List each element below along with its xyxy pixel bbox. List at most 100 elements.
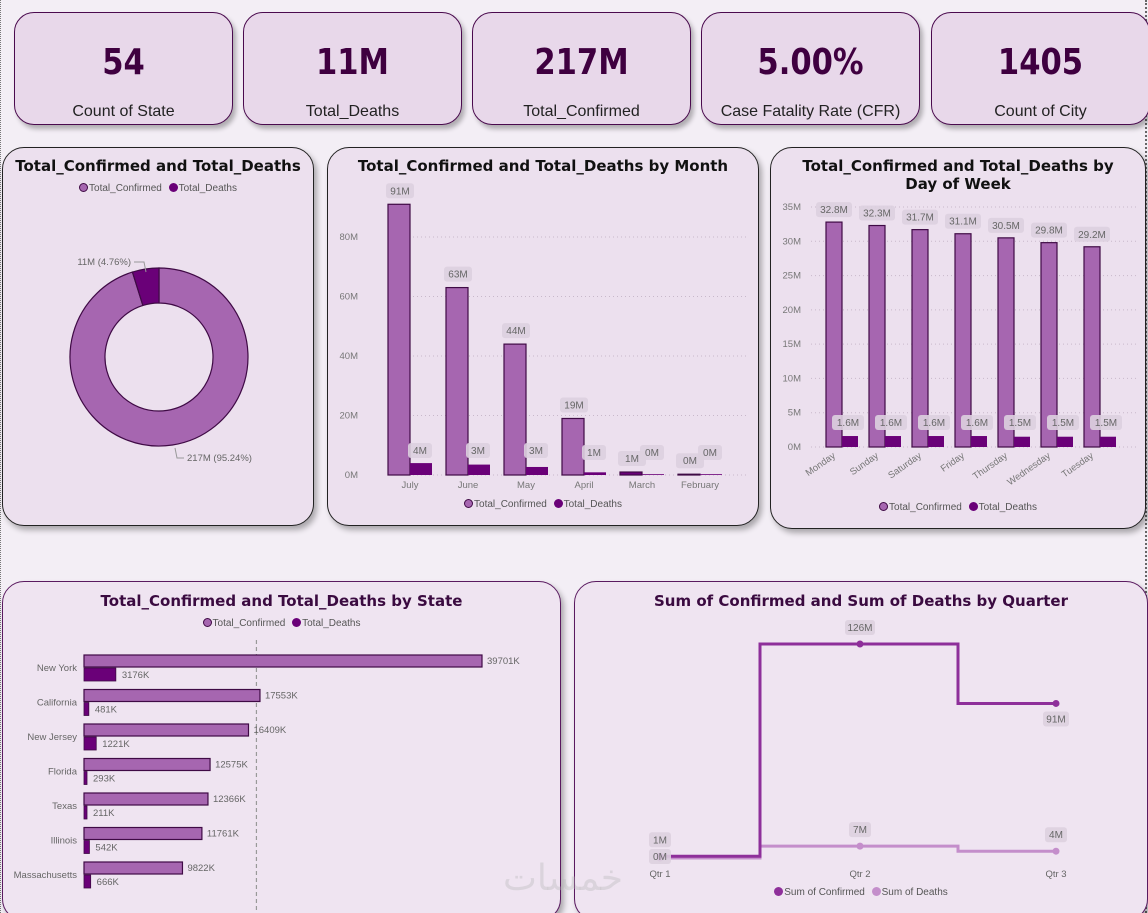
data-label-deaths-bg: [640, 445, 664, 460]
y-category-label: Texas: [52, 801, 77, 812]
data-label-confirmed: 17553K: [265, 691, 298, 702]
bar-deaths: [700, 474, 722, 475]
y-tick-label: 20M: [340, 411, 359, 422]
legend-item-confirmed[interactable]: Total_Confirmed: [879, 502, 962, 513]
x-tick-label: Saturday: [886, 450, 924, 481]
legend-label: Total_Confirmed: [89, 183, 162, 194]
legend-dot-deaths: [968, 502, 978, 511]
bar-confirmed: [83, 861, 184, 875]
y-category-label: New Jersey: [27, 732, 77, 743]
legend-item-deaths[interactable]: Total_Deaths: [168, 183, 237, 194]
data-label-confirmed: 1M: [653, 835, 667, 846]
quarter-chart-panel[interactable]: Sum of Confirmed and Sum of Deaths by Qu…: [574, 581, 1148, 913]
bar-confirmed: [868, 224, 886, 448]
canvas-edge-right: [1145, 0, 1147, 913]
bar-confirmed: [1040, 242, 1058, 448]
bar-confirmed: [83, 688, 261, 703]
month-chart-panel[interactable]: Total_Confirmed and Total_Deaths by Mont…: [327, 147, 759, 526]
legend-label: Sum of Confirmed: [784, 887, 865, 898]
legend-dot-confirmed: [202, 618, 212, 627]
data-label-deaths-bg: [582, 445, 606, 460]
data-label-confirmed: 126M: [847, 623, 872, 634]
state-bar-chart: New York 39701K 3176K California 17553K 481K N…: [14, 640, 520, 912]
y-tick-label: 60M: [340, 292, 359, 303]
data-label-confirmed-bg: [444, 266, 472, 282]
legend-item-confirmed[interactable]: Total_Confirmed: [464, 499, 547, 510]
legend-dot-confirmed: [79, 183, 89, 192]
y-category-label: California: [37, 698, 78, 709]
legend-dot-sum-deaths: [871, 887, 881, 896]
leader-line-deaths: [134, 261, 147, 273]
x-tick-label: Monday: [804, 450, 838, 479]
day-of-week-chart-panel[interactable]: Total_Confirmed and Total_Deaths by Day …: [770, 147, 1146, 529]
kpi-card-count-of-state[interactable]: 54 Count of State: [14, 12, 233, 125]
data-label-deaths-bg: [918, 415, 950, 430]
chart-title: Total_Confirmed and Total_Deaths: [15, 157, 301, 175]
bar-deaths: [928, 436, 944, 447]
y-tick-label: 5M: [788, 408, 801, 419]
data-label-deaths-bg: [1047, 415, 1079, 430]
legend-dot-deaths: [168, 183, 178, 192]
bar-deaths: [842, 436, 858, 447]
legend-item-deaths[interactable]: Total_Deaths: [553, 499, 622, 510]
legend-item-deaths[interactable]: Total_Deaths: [968, 502, 1037, 513]
data-label-deaths: 3176K: [122, 670, 150, 681]
kpi-card-total-confirmed[interactable]: 217M Total_Confirmed: [472, 12, 691, 125]
data-label-confirmed: 19M: [564, 400, 583, 411]
data-label-confirmed-bg: [1043, 711, 1069, 727]
legend-item-sum-deaths[interactable]: Sum of Deaths: [871, 887, 948, 898]
legend-dot-sum-confirmed: [774, 887, 784, 896]
legend-label: Total_Deaths: [178, 183, 237, 194]
legend-dot-deaths: [553, 499, 563, 508]
data-label-deaths-bg: [524, 443, 548, 458]
chart-legend: Sum of Confirmed Sum of Deaths: [575, 887, 1147, 898]
kpi-label: Count of City: [994, 103, 1087, 120]
bar-deaths: [971, 436, 987, 447]
legend-item-confirmed[interactable]: Total_Confirmed: [79, 183, 162, 194]
data-label-deaths-bg: [698, 445, 722, 460]
x-tick-label: June: [458, 480, 479, 491]
watermark-logo: خمسات: [503, 858, 624, 899]
data-label-confirmed: 11761K: [207, 829, 240, 840]
kpi-card-count-of-city[interactable]: 1405 Count of City: [931, 12, 1148, 125]
chart-title: Sum of Confirmed and Sum of Deaths by Qu…: [654, 592, 1068, 610]
x-tick-label: Thursday: [971, 450, 1010, 482]
data-label-deaths: 1.5M: [1009, 418, 1031, 429]
data-label-deaths-bg: [875, 415, 907, 430]
data-label-confirmed-bg: [988, 217, 1024, 233]
kpi-card-case-fatality-rate[interactable]: 5.00% Case Fatality Rate (CFR): [701, 12, 920, 125]
y-tick-label: 10M: [783, 373, 802, 384]
data-label-confirmed: 29.8M: [1035, 226, 1063, 237]
point-sum-deaths: [856, 842, 864, 850]
x-tick-label: Wednesday: [1005, 450, 1052, 488]
kpi-label: Total_Confirmed: [523, 103, 640, 120]
kpi-label: Count of State: [72, 103, 175, 120]
kpi-value: 217M: [534, 42, 629, 83]
y-tick-label: 25M: [783, 271, 802, 282]
y-tick-label: 40M: [340, 351, 359, 362]
legend-label: Total_Deaths: [563, 499, 622, 510]
donut-chart-panel[interactable]: Total_Confirmed and Total_Deaths Total_C…: [2, 147, 314, 526]
legend-dot-confirmed: [879, 502, 889, 511]
state-chart-panel[interactable]: Total_Confirmed and Total_Deaths by Stat…: [2, 581, 561, 913]
data-label-deaths: 0M: [645, 448, 659, 459]
y-tick-label: 35M: [783, 202, 802, 213]
chart-title: Total_Confirmed and Total_Deaths by Mont…: [357, 157, 729, 175]
bar-confirmed: [561, 417, 585, 476]
data-label-deaths: 1221K: [102, 739, 130, 750]
legend-item-sum-confirmed[interactable]: Sum of Confirmed: [774, 887, 865, 898]
bar-confirmed: [825, 221, 843, 448]
legend-item-confirmed[interactable]: Total_Confirmed: [202, 618, 285, 629]
chart-legend: Total_Confirmed Total_Deaths: [328, 499, 758, 510]
data-label-deaths: 3M: [471, 446, 485, 457]
x-tick-label: April: [574, 480, 593, 491]
bar-confirmed: [503, 343, 527, 476]
kpi-card-total-deaths[interactable]: 11M Total_Deaths: [243, 12, 462, 125]
legend-item-deaths[interactable]: Total_Deaths: [292, 618, 360, 629]
data-label-confirmed: 91M: [390, 186, 409, 197]
data-label-confirmed: 63M: [448, 270, 467, 281]
chart-legend: Total_Confirmed Total_Deaths: [3, 183, 313, 194]
y-tick-label: 0M: [788, 442, 801, 453]
donut-slice-deaths: [131, 267, 160, 307]
legend-dot-confirmed: [464, 499, 474, 508]
